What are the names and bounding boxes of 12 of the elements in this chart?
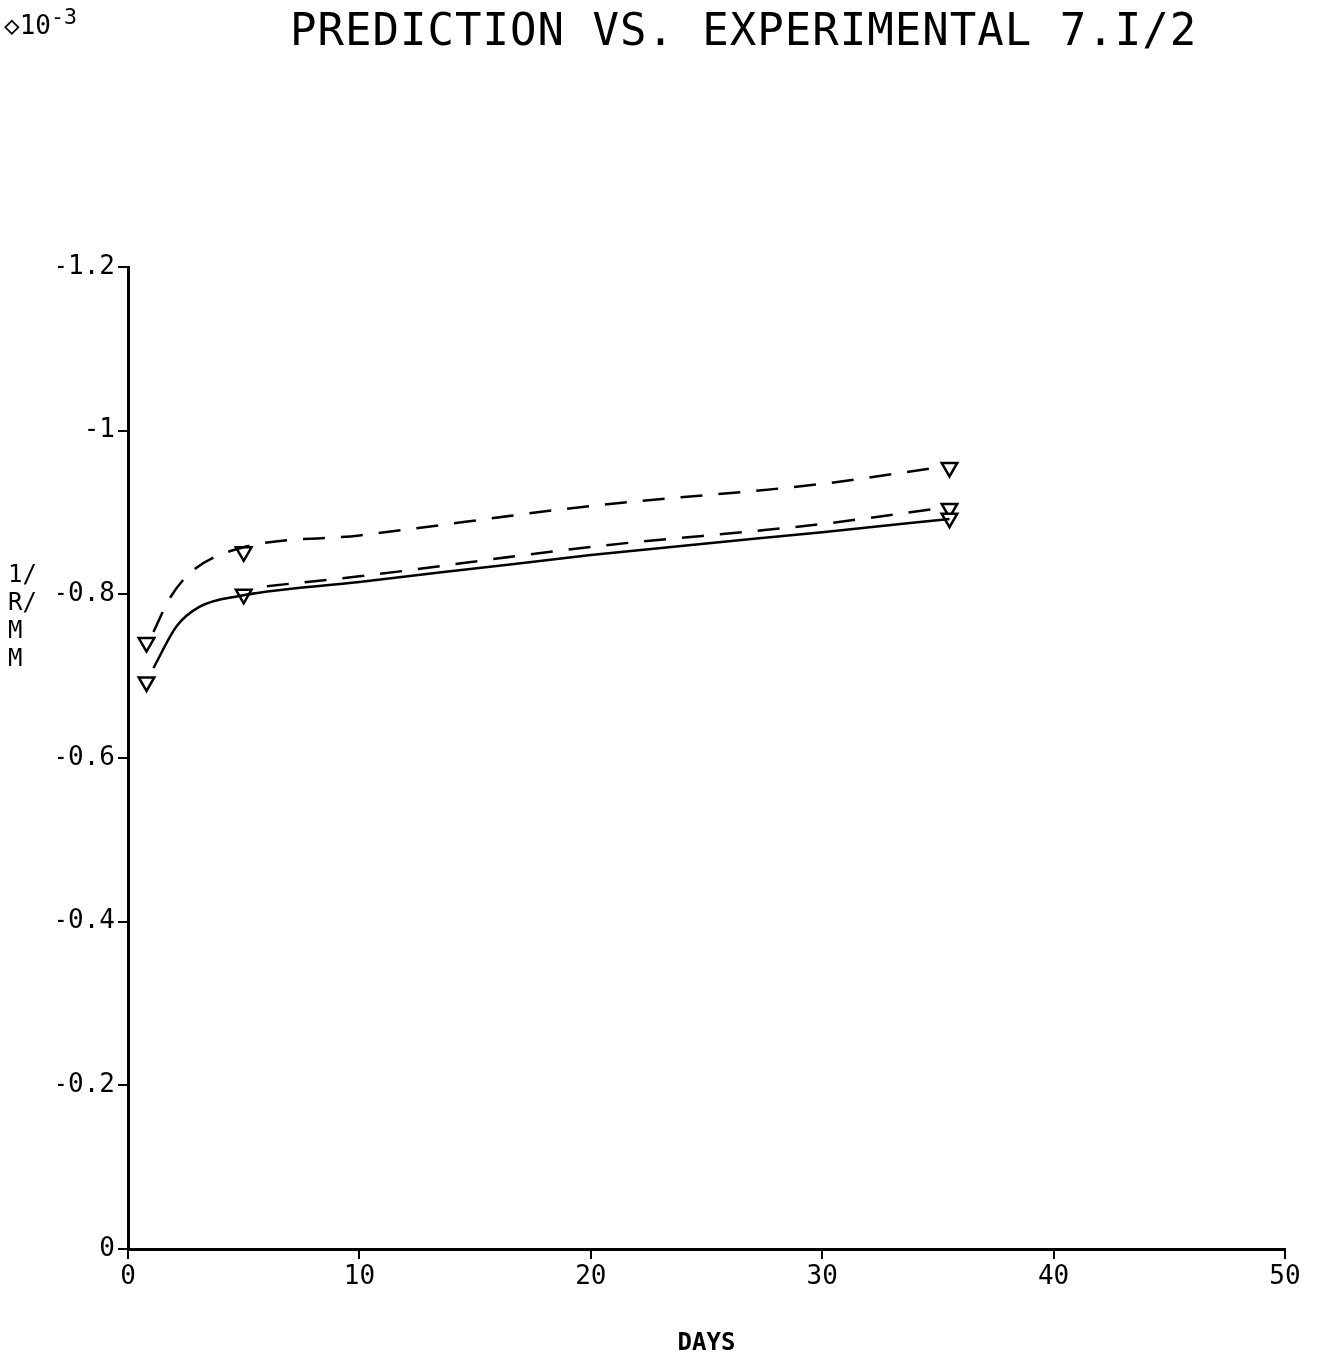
chart-title: PREDICTION VS. EXPERIMENTAL 7.I/2 <box>290 4 1198 55</box>
y-tick-label: 0 <box>99 1231 115 1262</box>
x-tick-label: 50 <box>1269 1260 1301 1291</box>
x-tick-label: 10 <box>343 1260 376 1291</box>
x-axis-title: DAYS <box>676 1328 737 1356</box>
x-tick-label: 40 <box>1037 1260 1070 1291</box>
x-tick-label: 20 <box>575 1260 607 1291</box>
x-tick-label: 0 <box>120 1260 136 1291</box>
text: ◇10$^{-3}$ <box>4 4 78 40</box>
x-tick-label: 30 <box>806 1260 838 1291</box>
y-tick-label: -1 <box>83 413 115 444</box>
y-axis-title: 1/R/MM <box>8 560 37 672</box>
